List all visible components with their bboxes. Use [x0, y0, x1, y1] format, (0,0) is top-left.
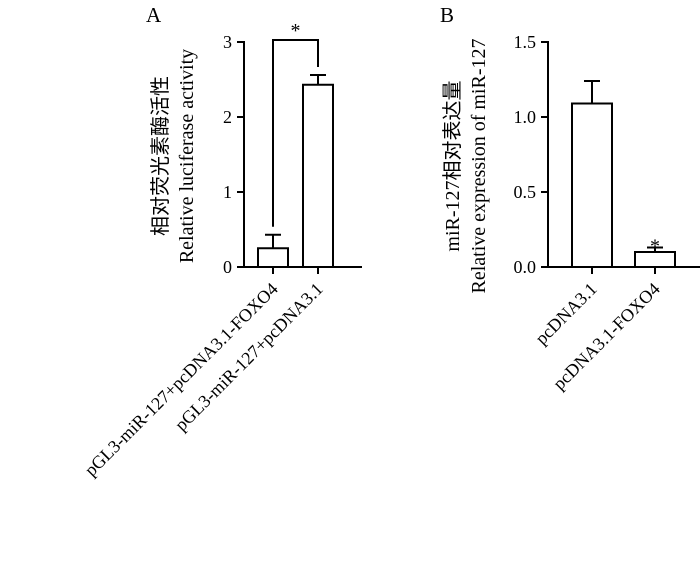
panel-b-ytick-label: 0.0	[514, 257, 537, 277]
panel-b-bar	[571, 102, 613, 268]
panel-a-ytick-label: 1	[223, 182, 232, 202]
panel-b-category-label: pcDNA3.1-FOXO4	[549, 279, 664, 394]
panel-a-plot: 0123pGL3-miR-127+pcDNA3.1-FOXO4pGL3-miR-…	[81, 20, 362, 480]
panel-a-significance-star: *	[291, 20, 301, 42]
panel-b-letter: B	[440, 3, 454, 27]
panel-a-ylabel-chinese: 相对荧光素酶活性	[149, 76, 172, 236]
panel-b-ytick-label: 1.0	[514, 107, 537, 127]
panel-a-ytick-label: 2	[223, 107, 232, 127]
panel-b-ytick-label: 0.5	[514, 182, 537, 202]
panel-b: B miR-127相对表达量 Relative expression of mi…	[440, 3, 700, 394]
panel-a-letter: A	[146, 3, 162, 27]
panel-a-bar	[257, 247, 289, 268]
panel-a-ylabel-english: Relative luciferase activity	[176, 49, 198, 263]
panel-a-ytick-label: 3	[223, 32, 232, 52]
panel-a-significance-bracket	[272, 39, 319, 227]
panel-b-ylabel-chinese: miR-127相对表达量	[441, 80, 464, 251]
panel-a: A 相对荧光素酶活性 Relative luciferase activity …	[81, 3, 362, 480]
panel-b-ytick-label: 1.5	[514, 32, 537, 52]
panel-a-category-label: pGL3-miR-127+pcDNA3.1-FOXO4	[81, 279, 282, 480]
panel-b-significance-star: *	[650, 236, 660, 258]
panel-a-bar	[302, 83, 334, 268]
panel-b-ylabel-english: Relative expression of miR-127	[468, 39, 490, 294]
panel-a-ytick-label: 0	[223, 257, 232, 277]
